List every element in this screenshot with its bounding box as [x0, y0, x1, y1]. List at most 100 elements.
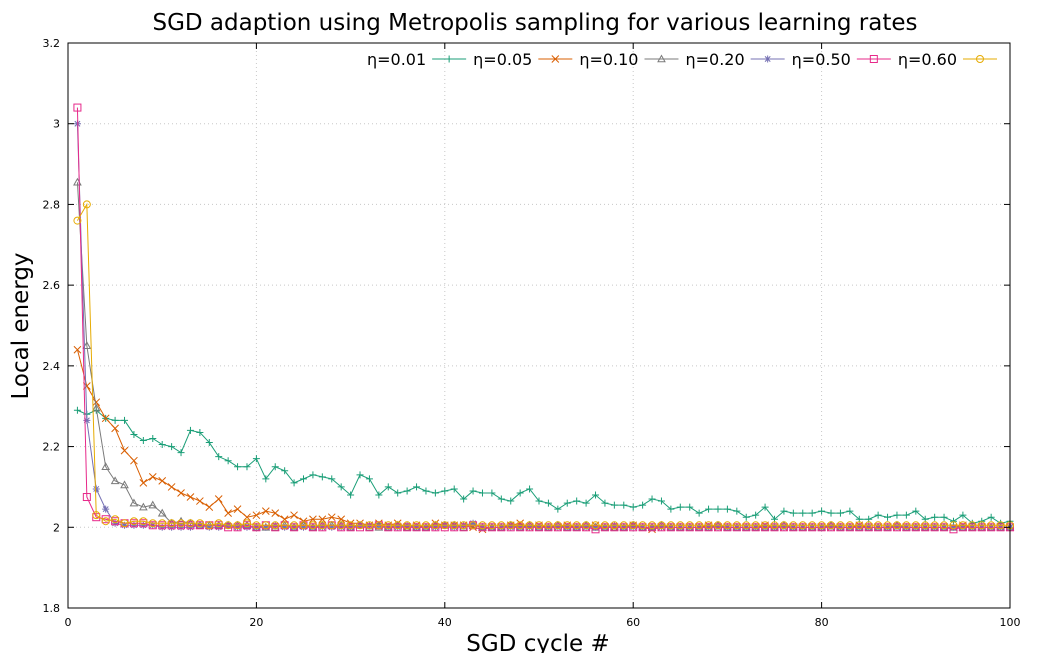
data-point — [695, 509, 703, 517]
data-point — [167, 483, 176, 491]
data-point — [243, 513, 251, 522]
data-point — [977, 521, 986, 530]
data-point — [186, 521, 195, 530]
data-point — [638, 521, 647, 530]
data-point — [902, 523, 911, 532]
data-point — [158, 521, 167, 530]
data-point — [686, 503, 694, 511]
data-point — [111, 416, 119, 424]
data-point — [337, 523, 346, 532]
legend-label: η=0.50 — [792, 50, 851, 69]
data-point — [300, 523, 307, 531]
data-point — [403, 487, 411, 495]
data-point — [469, 487, 477, 495]
data-point — [874, 521, 883, 530]
y-tick-label: 2.6 — [43, 279, 61, 292]
data-point — [817, 523, 826, 532]
data-point — [290, 479, 298, 487]
data-point — [290, 511, 298, 520]
data-point — [252, 521, 261, 530]
data-point — [563, 523, 572, 532]
data-point — [610, 501, 618, 509]
data-point — [215, 453, 223, 461]
data-point — [412, 523, 421, 532]
data-point — [764, 55, 772, 63]
data-point — [869, 55, 878, 63]
data-point — [619, 521, 628, 530]
data-point — [902, 511, 910, 519]
data-point — [789, 523, 798, 532]
data-point — [705, 505, 713, 513]
data-point — [836, 521, 845, 530]
data-point — [450, 485, 458, 493]
data-point — [497, 495, 505, 503]
data-point — [723, 523, 732, 532]
data-point — [591, 521, 600, 530]
data-point — [629, 521, 638, 530]
data-point — [742, 523, 751, 532]
data-point — [976, 55, 984, 63]
data-point — [808, 509, 816, 517]
data-point — [554, 505, 562, 513]
data-point — [130, 430, 138, 438]
data-point — [337, 521, 346, 530]
data-point — [713, 523, 722, 532]
data-point — [610, 521, 619, 530]
data-point — [440, 523, 449, 532]
data-point — [827, 521, 836, 530]
data-point — [195, 519, 204, 528]
data-point — [431, 523, 440, 532]
data-point — [196, 497, 204, 505]
data-point — [111, 424, 119, 433]
data-point — [648, 495, 656, 503]
data-point — [855, 521, 864, 530]
data-point — [412, 521, 421, 530]
data-point — [657, 497, 665, 505]
data-point — [902, 521, 911, 530]
legend-label: η=0.60 — [898, 50, 957, 69]
data-point — [440, 521, 449, 530]
data-point — [713, 521, 722, 530]
data-point — [309, 515, 317, 524]
data-point — [299, 521, 308, 530]
data-point — [968, 521, 977, 530]
data-point — [573, 497, 581, 505]
data-point — [940, 523, 949, 532]
data-point — [695, 523, 704, 532]
data-point — [233, 521, 242, 530]
x-tick-label: 20 — [249, 616, 263, 629]
data-point — [177, 489, 185, 497]
data-point — [129, 498, 139, 507]
y-tick-label: 2.4 — [43, 360, 61, 373]
data-point — [224, 457, 232, 465]
data-point — [930, 521, 939, 530]
data-point — [290, 521, 299, 530]
data-point — [139, 521, 147, 529]
y-axis-label: Local energy — [8, 252, 34, 399]
data-point — [987, 513, 995, 521]
data-point — [120, 446, 129, 455]
data-point — [516, 521, 525, 530]
data-point — [704, 521, 713, 530]
data-point — [940, 513, 948, 521]
data-point — [779, 523, 788, 532]
data-point — [987, 523, 996, 532]
legend-item: η=0.50 — [792, 50, 891, 69]
data-point — [798, 521, 807, 530]
data-point — [808, 521, 817, 530]
data-point — [327, 513, 336, 522]
data-point — [789, 521, 798, 530]
data-point — [421, 521, 430, 530]
data-point — [563, 521, 572, 530]
x-tick-label: 60 — [626, 616, 640, 629]
data-point — [582, 523, 591, 532]
data-point — [732, 521, 741, 530]
data-point — [196, 428, 204, 436]
series-line — [76, 202, 1010, 526]
data-point — [139, 519, 148, 528]
data-point — [110, 476, 120, 485]
data-point — [214, 521, 223, 530]
data-point — [676, 521, 685, 530]
data-point — [845, 523, 854, 532]
data-point — [309, 471, 317, 479]
